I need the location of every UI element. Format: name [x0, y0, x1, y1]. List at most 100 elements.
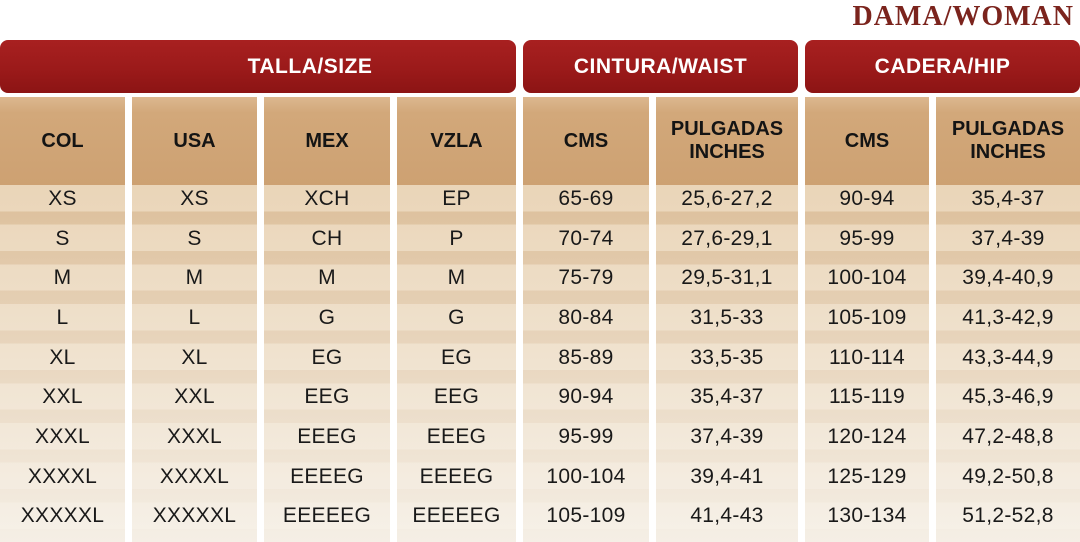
cell-row2-col7: 39,4-40,9	[962, 266, 1054, 290]
group-header-label: TALLA/SIZE	[247, 54, 373, 78]
column-header-vzla: VZLA	[397, 97, 516, 185]
cell-row3-col6: 105-109	[827, 305, 907, 329]
column-1-usa: USA XS S M L XL XXL XXXL XXXXL XXXXXL	[132, 97, 257, 542]
group-header-talla-size: TALLA/SIZE	[0, 40, 516, 93]
cell-row7-col6: 125-129	[827, 464, 907, 488]
cell-row0-col6: 90-94	[839, 186, 895, 210]
cell-row3-col4: 80-84	[558, 305, 614, 329]
cell-row7-col0: XXXXL	[27, 464, 98, 488]
cell-row3-col2: G	[318, 305, 336, 329]
cell-row5-col3: EEG	[433, 385, 480, 409]
cell-row4-col2: EG	[311, 345, 343, 369]
cell-row5-col6: 115-119	[828, 385, 906, 409]
cell-row1-col1: S	[187, 226, 202, 250]
column-header-cms: CMS	[805, 97, 929, 185]
cell-row8-col4: 105-109	[546, 504, 626, 528]
column-6-cms: CMS 90-94 95-99 100-104 105-109 110-114 115-11…	[805, 97, 929, 542]
column-rows: XS S M L XL XXL XXXL XXXXL XXXXXL	[132, 185, 257, 542]
cell-row2-col2: M	[318, 266, 336, 290]
page-title: DAMA/WOMAN	[852, 1, 1074, 32]
column-rows: 25,6-27,2 27,6-29,1 29,5-31,1 31,5-33 33,5-3…	[656, 185, 798, 542]
column-5-pulgadas-inches: PULGADAS INCHES 25,6-27,2 27,6-29,1 29,5-31…	[656, 97, 798, 542]
cell-row5-col7: 45,3-46,9	[962, 385, 1054, 409]
column-header-usa: USA	[132, 97, 257, 185]
cell-row2-col5: 29,5-31,1	[681, 266, 773, 290]
cell-row6-col7: 47,2-48,8	[962, 424, 1054, 448]
cell-row7-col7: 49,2-50,8	[962, 464, 1054, 488]
cell-row6-col0: XXXL	[35, 424, 90, 448]
column-3-vzla: VZLA EP P M G EG EEG EEEG EEEEG EEEEEG	[397, 97, 516, 542]
cell-row0-col0: XS	[48, 186, 77, 210]
cell-row4-col1: XL	[181, 345, 208, 369]
column-4-cms: CMS 65-69 70-74 75-79 80-84 85-89 90-94 95-99 10…	[523, 97, 649, 542]
cell-row6-col6: 120-124	[827, 424, 907, 448]
cell-row0-col5: 25,6-27,2	[681, 186, 773, 210]
size-chart-table: TALLA/SIZE CINTURA/WAIST CADERA/HIP COL XS S…	[0, 40, 1080, 542]
cell-row4-col7: 43,3-44,9	[962, 345, 1054, 369]
cell-row6-col2: EEEG	[297, 424, 357, 448]
cell-row8-col1: XXXXXL	[152, 504, 237, 528]
cell-row8-col3: EEEEEG	[412, 504, 501, 528]
cell-row0-col3: EP	[442, 186, 471, 210]
cell-row7-col4: 100-104	[546, 464, 626, 488]
group-header-label: CADERA/HIP	[874, 54, 1011, 78]
column-header-pulgadas-inches: PULGADAS INCHES	[936, 97, 1080, 185]
cell-row5-col0: XXL	[42, 385, 83, 409]
cell-row1-col6: 95-99	[839, 226, 895, 250]
cell-row5-col1: XXL	[174, 385, 215, 409]
cell-row4-col6: 110-114	[828, 345, 906, 369]
cell-row3-col7: 41,3-42,9	[962, 305, 1054, 329]
column-rows: 35,4-37 37,4-39 39,4-40,9 41,3-42,9 43,3-44,…	[936, 185, 1080, 542]
cell-row4-col3: EG	[441, 345, 472, 369]
cell-row6-col5: 37,4-39	[690, 424, 764, 448]
cell-row4-col4: 85-89	[558, 345, 614, 369]
cell-row0-col4: 65-69	[558, 186, 614, 210]
cell-row2-col6: 100-104	[827, 266, 907, 290]
cell-row6-col4: 95-99	[558, 424, 614, 448]
cell-row4-col5: 33,5-35	[690, 345, 764, 369]
group-header-cintura-waist: CINTURA/WAIST	[523, 40, 798, 93]
cell-row1-col3: P	[449, 226, 464, 250]
cell-row2-col1: M	[185, 266, 204, 290]
column-header-col: COL	[0, 97, 125, 185]
cell-row0-col2: XCH	[304, 186, 350, 210]
cell-row8-col0: XXXXXL	[20, 504, 105, 528]
cell-row1-col4: 70-74	[558, 226, 614, 250]
cell-row7-col2: EEEEG	[290, 464, 364, 488]
column-header-cms: CMS	[523, 97, 649, 185]
cell-row7-col5: 39,4-41	[690, 464, 764, 488]
cell-row1-col2: CH	[311, 226, 343, 250]
cell-row3-col3: G	[448, 305, 465, 329]
cell-row2-col4: 75-79	[558, 266, 614, 290]
cell-row8-col2: EEEEEG	[282, 504, 372, 528]
cell-row8-col6: 130-134	[827, 504, 907, 528]
cell-row4-col0: XL	[49, 345, 76, 369]
group-header-cadera-hip: CADERA/HIP	[805, 40, 1080, 93]
group-header-label: CINTURA/WAIST	[573, 54, 748, 78]
column-header-mex: MEX	[264, 97, 390, 185]
cell-row0-col7: 35,4-37	[971, 186, 1045, 210]
column-rows: XS S M L XL XXL XXXL XXXXL XXXXXL	[0, 185, 125, 542]
column-rows: XCH CH M G EG EEG EEEG EEEEG EEEEEG	[264, 185, 390, 542]
cell-row1-col7: 37,4-39	[971, 226, 1045, 250]
cell-row1-col5: 27,6-29,1	[681, 226, 773, 250]
cell-row7-col3: EEEEG	[419, 464, 494, 488]
cell-row3-col1: L	[188, 305, 201, 329]
cell-row5-col4: 90-94	[558, 385, 614, 409]
cell-row2-col0: M	[53, 266, 72, 290]
cell-row3-col0: L	[56, 305, 69, 329]
column-rows: 65-69 70-74 75-79 80-84 85-89 90-94 95-99 100-1…	[523, 185, 649, 542]
column-rows: 90-94 95-99 100-104 105-109 110-114 115-119 12…	[805, 185, 929, 542]
cell-row7-col1: XXXXL	[159, 464, 230, 488]
cell-row5-col5: 35,4-37	[690, 385, 764, 409]
group-header-row: TALLA/SIZE CINTURA/WAIST CADERA/HIP	[0, 40, 1080, 93]
cell-row6-col1: XXXL	[167, 424, 222, 448]
cell-row8-col5: 41,4-43	[690, 504, 764, 528]
column-rows: EP P M G EG EEG EEEG EEEEG EEEEEG	[397, 185, 516, 542]
column-7-pulgadas-inches: PULGADAS INCHES 35,4-37 37,4-39 39,4-40,9 41…	[936, 97, 1080, 542]
table-body: COL XS S M L XL XXL XXXL XXXXL XXXXXL USA XS S M L XL XX…	[0, 97, 1080, 542]
column-0-col: COL XS S M L XL XXL XXXL XXXXL XXXXXL	[0, 97, 125, 542]
cell-row2-col3: M	[447, 266, 466, 290]
cell-row0-col1: XS	[180, 186, 209, 210]
